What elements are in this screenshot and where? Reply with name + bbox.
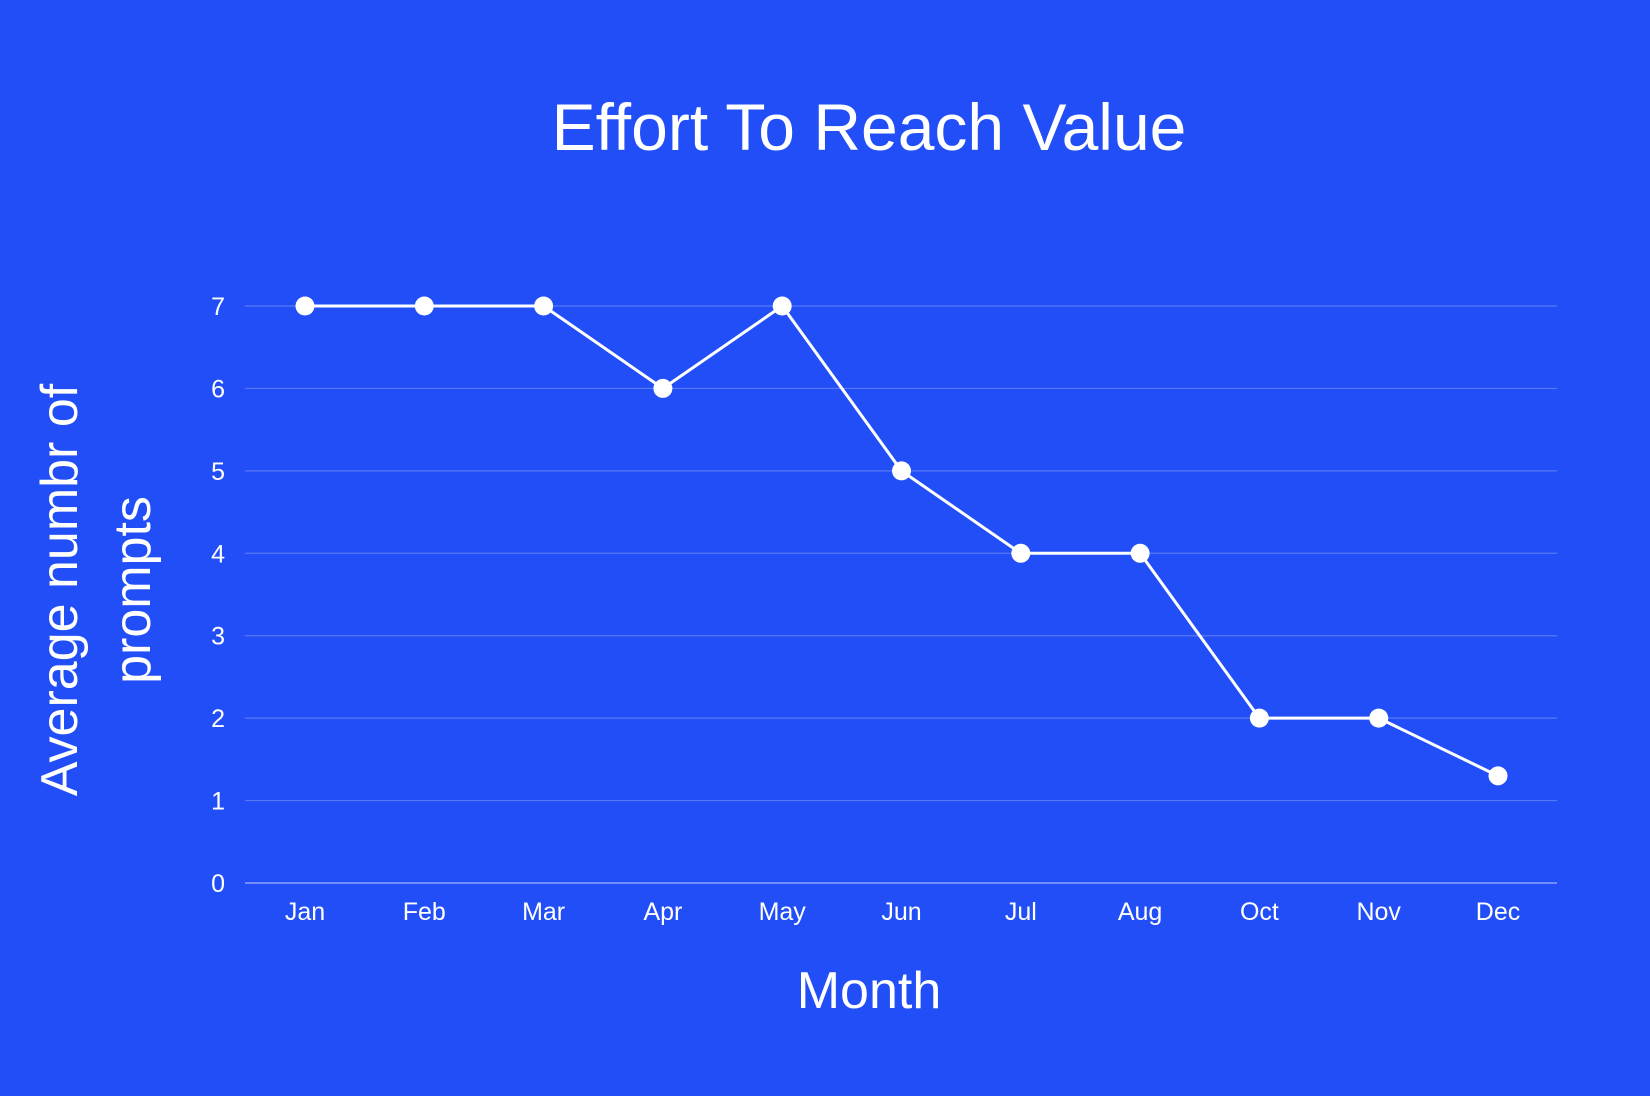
x-tick-label-jul: Jul	[1005, 898, 1037, 926]
data-point-jul	[1011, 543, 1031, 563]
y-tick-label-6: 6	[211, 375, 225, 403]
y-tick-label-0: 0	[211, 870, 225, 898]
x-tick-label-nov: Nov	[1356, 898, 1401, 926]
data-point-mar	[534, 296, 554, 316]
series-group	[295, 296, 1508, 786]
chart-title: Effort To Reach Value	[552, 90, 1187, 164]
x-tick-label-jun: Jun	[881, 898, 921, 926]
y-tick-label-7: 7	[211, 293, 225, 321]
x-tick-labels: Jan Feb Mar Apr May Jun Jul Aug Oct Nov Dec	[285, 898, 1520, 926]
y-tick-label-1: 1	[211, 788, 225, 816]
x-tick-label-oct: Oct	[1240, 898, 1279, 926]
y-tick-label-2: 2	[211, 705, 225, 733]
data-point-jun	[892, 461, 911, 481]
x-tick-label-may: May	[759, 898, 807, 926]
y-tick-label-3: 3	[211, 623, 225, 651]
y-axis-title-line-1: Average numbr of	[31, 383, 89, 796]
data-point-jan	[295, 296, 315, 316]
y-tick-labels: 0 1 2 3 4 5 6 7	[211, 293, 225, 898]
y-axis-title-line-2: prompts	[104, 496, 162, 684]
data-point-dec	[1488, 766, 1508, 786]
data-point-apr	[653, 378, 673, 398]
y-tick-label-4: 4	[211, 540, 225, 568]
data-point-oct	[1249, 708, 1269, 728]
data-point-nov	[1369, 708, 1389, 728]
x-tick-label-aug: Aug	[1118, 898, 1162, 926]
x-axis-title: Month	[797, 962, 942, 1020]
x-tick-label-apr: Apr	[643, 898, 682, 926]
x-tick-label-jan: Jan	[285, 898, 325, 926]
data-point-feb	[414, 296, 434, 316]
y-tick-label-5: 5	[211, 458, 225, 486]
x-tick-label-mar: Mar	[522, 898, 565, 926]
data-point-aug	[1130, 543, 1150, 563]
x-tick-label-feb: Feb	[403, 898, 446, 926]
x-tick-label-dec: Dec	[1476, 898, 1520, 926]
data-point-may	[772, 296, 792, 316]
y-axis-title: Average numbr of prompts	[31, 383, 162, 796]
